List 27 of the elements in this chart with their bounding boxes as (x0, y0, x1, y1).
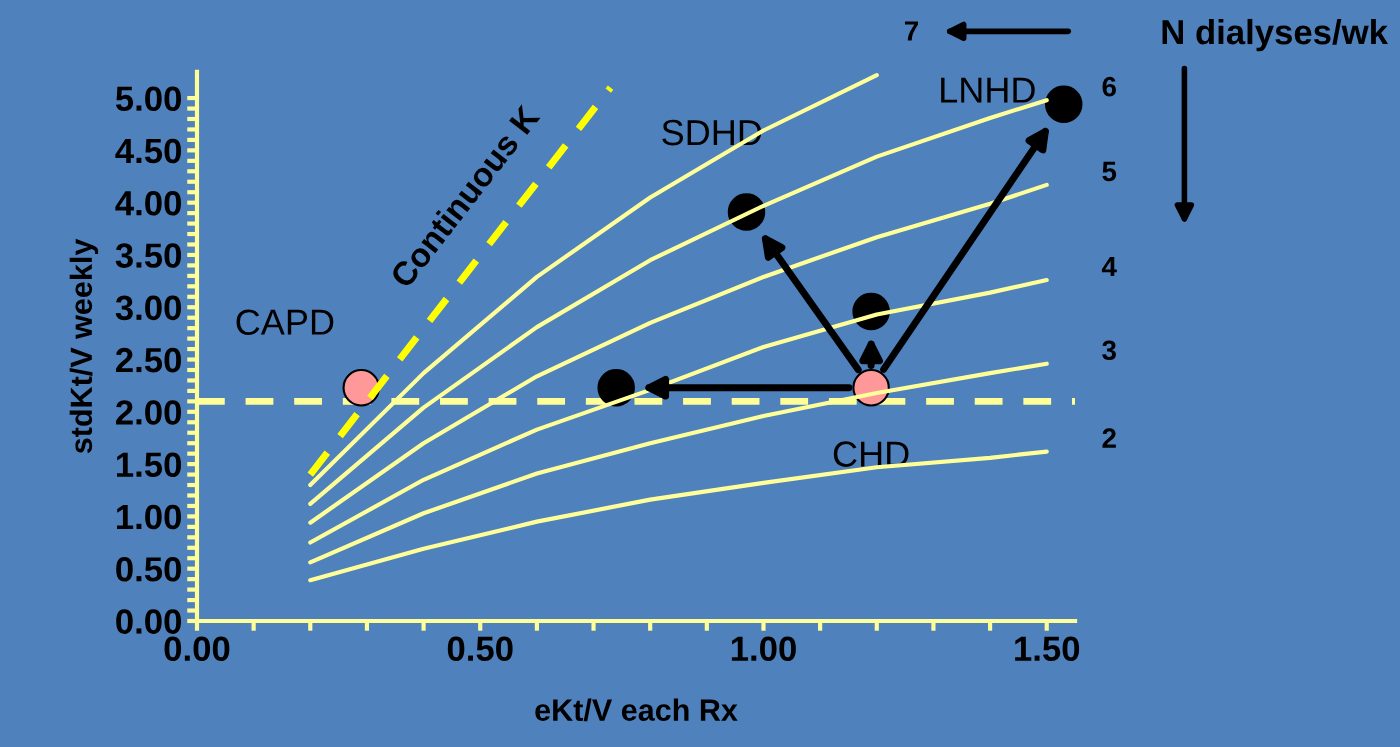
y-tick-label: 2.00 (116, 400, 181, 425)
y-tick-label: 0.50 (116, 557, 181, 582)
y-tick-label: 0.00 (116, 609, 181, 634)
series-label: 4 (1101, 257, 1117, 277)
y-tick-label: 3.50 (115, 243, 181, 268)
x-tick-label: 0.00 (164, 636, 230, 662)
x-tick-label: 1.50 (1015, 636, 1080, 662)
y-tick-label: 4.50 (115, 138, 181, 164)
series-label: 7 (904, 21, 919, 41)
x-tick-label: 0.50 (447, 636, 513, 662)
x-axis-title: eKt/V each Rx (535, 698, 738, 722)
annotation: SDHD (662, 119, 762, 146)
text: 2 (1102, 428, 1116, 448)
series-label: 3 (1102, 340, 1116, 361)
y-tick-label: 1.50 (117, 452, 181, 478)
y-tick-label: 4.00 (115, 191, 181, 216)
annotation: CAPD (236, 309, 334, 335)
y-tick-label: 3.00 (115, 295, 181, 321)
y-axis-title: stdKt/V weekly (69, 238, 99, 454)
text: N dialyses/wk (1162, 18, 1389, 52)
y-tick-label: 1.00 (117, 504, 181, 530)
y-tick-label: 2.50 (116, 347, 181, 373)
y-tick-label: 5.00 (115, 86, 181, 111)
annotation: LNHD (941, 77, 1035, 103)
text: 5 (1102, 161, 1117, 182)
x-tick-label: 1.00 (731, 636, 796, 662)
text: 6 (1102, 76, 1116, 97)
